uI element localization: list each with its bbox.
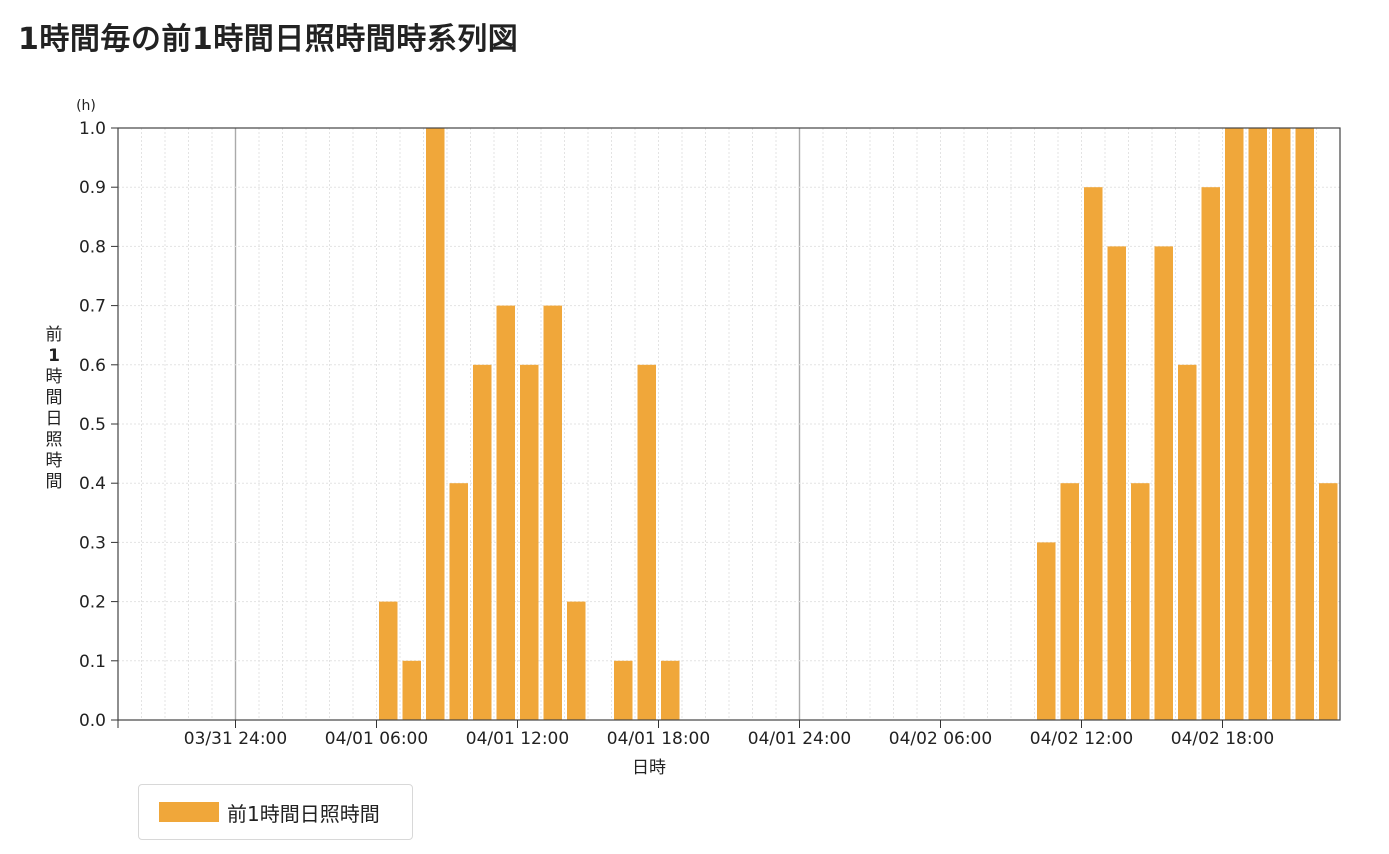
y-tick-label: 0.5 [79, 415, 106, 435]
bar [661, 660, 680, 720]
bar [473, 364, 492, 720]
y-tick-label: 0.4 [79, 474, 106, 494]
x-tick-label: 04/02 12:00 [1030, 729, 1133, 749]
legend-swatch [159, 802, 219, 822]
bar [543, 305, 562, 720]
bar [520, 364, 539, 720]
bar [449, 483, 468, 720]
bar [1060, 483, 1079, 720]
bar [1319, 483, 1338, 720]
bar [1154, 246, 1173, 720]
bar [1248, 128, 1267, 720]
y-tick-label: 0.3 [79, 533, 106, 553]
x-tick-label: 04/01 12:00 [466, 729, 569, 749]
y-tick-label: 0.8 [79, 237, 106, 257]
bar [637, 364, 656, 720]
page-title: 1時間毎の前1時間日照時間時系列図 [18, 22, 519, 57]
y-axis-label-char: 照 [46, 430, 63, 450]
x-axis-label: 日時 [632, 758, 666, 778]
bar [379, 601, 398, 720]
y-unit-label: (h) [76, 98, 96, 114]
y-axis-label-char: 間 [46, 388, 63, 408]
bar [567, 601, 586, 720]
y-axis-label-char: 間 [46, 472, 63, 492]
bar [614, 660, 633, 720]
bar [1084, 187, 1103, 720]
y-tick-label: 0.6 [79, 356, 106, 376]
chart-grid [118, 127, 1340, 720]
bar [1131, 483, 1150, 720]
y-axis-label-char: 時 [46, 367, 63, 387]
bar [426, 128, 445, 720]
chart-bars [379, 128, 1338, 720]
legend-label: 前1時間日照時間 [227, 801, 380, 826]
y-tick-label: 0.0 [79, 711, 106, 731]
bar [1178, 364, 1197, 720]
y-tick-label: 0.1 [79, 652, 106, 672]
chart-axes [111, 127, 1341, 728]
y-axis-label-char: 1 [48, 346, 60, 366]
bar [496, 305, 515, 720]
y-tick-label: 0.7 [79, 297, 106, 317]
x-tick-label: 04/02 06:00 [889, 729, 992, 749]
plot-frame [117, 127, 1341, 721]
chart-legend: 前1時間日照時間 [138, 784, 413, 840]
bar [1295, 128, 1314, 720]
y-tick-label: 0.2 [79, 593, 106, 613]
x-tick-label: 04/02 18:00 [1171, 729, 1274, 749]
y-axis-label-char: 前 [46, 325, 63, 345]
bar [1201, 187, 1220, 720]
x-tick-label: 04/01 24:00 [748, 729, 851, 749]
chart-labels: 0.0 0.1 0.2 0.3 0.4 0.5 0.6 0.7 0.8 0.9 1.0 03/31 2… [46, 98, 1275, 778]
bar [402, 660, 421, 720]
y-axis-label-char: 時 [46, 451, 63, 471]
bar [1272, 128, 1291, 720]
y-tick-label: 0.9 [79, 178, 106, 198]
x-tick-label: 04/01 06:00 [325, 729, 428, 749]
x-tick-label: 04/01 18:00 [607, 729, 710, 749]
bar [1107, 246, 1126, 720]
y-tick-label: 1.0 [79, 119, 106, 139]
bar [1225, 128, 1244, 720]
x-tick-label: 03/31 24:00 [184, 729, 287, 749]
y-axis-label-char: 日 [46, 409, 63, 429]
bar [1037, 542, 1056, 720]
